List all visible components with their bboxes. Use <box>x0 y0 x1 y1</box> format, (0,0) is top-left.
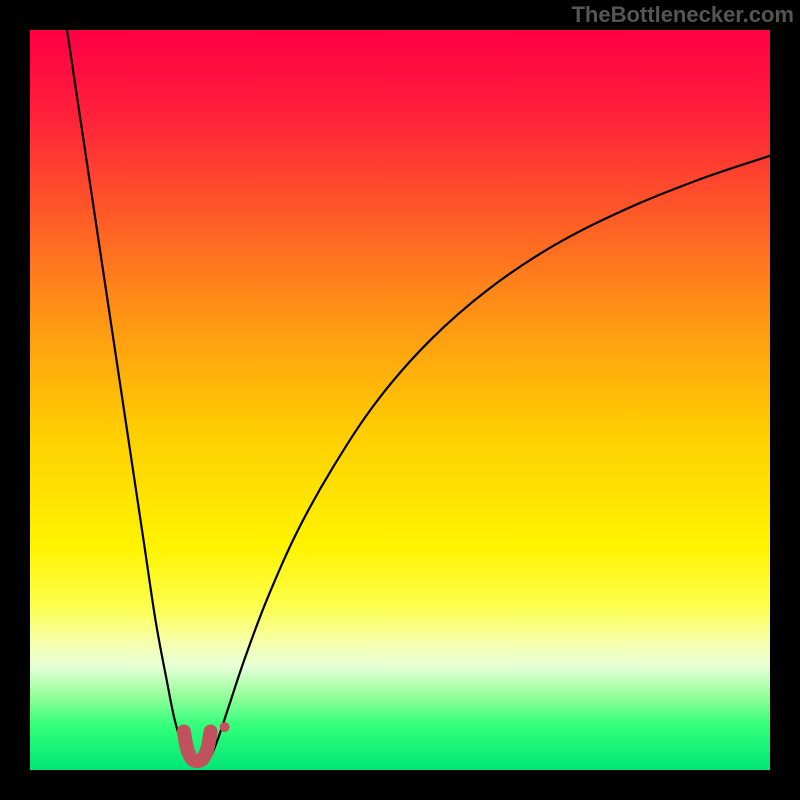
optimum-dot-marker <box>220 722 230 732</box>
chart-background <box>30 30 770 770</box>
chart-svg <box>30 30 770 770</box>
watermark-label: TheBottlenecker.com <box>571 0 800 28</box>
figure-frame: TheBottlenecker.com <box>0 0 800 800</box>
plot-area <box>30 30 770 770</box>
